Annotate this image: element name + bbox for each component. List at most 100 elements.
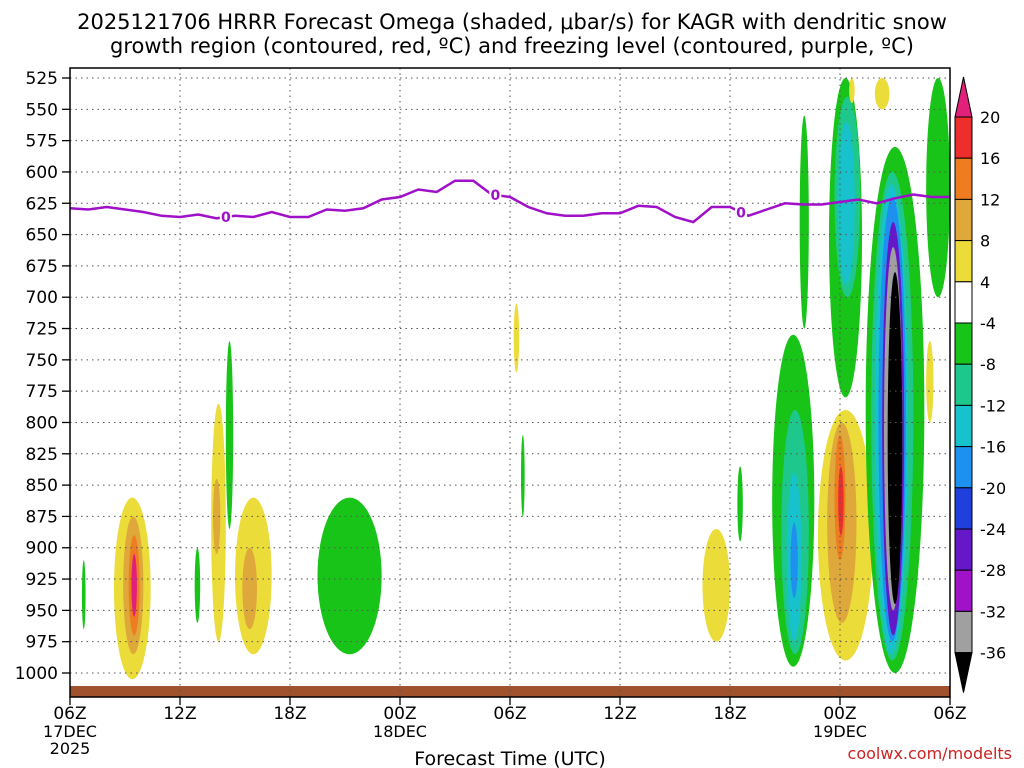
colorbar-segment [954,404,973,448]
pressure-tick-label: 725 [26,320,58,340]
time-tick-label: 00Z [383,704,416,724]
omega-region [887,272,903,605]
pressure-tick-label: 975 [26,633,58,653]
pressure-tick-label: 950 [26,601,58,621]
date-label: 17DEC [43,722,97,741]
omega-region [81,560,86,630]
colorbar-label: -28 [980,561,1006,580]
grid-lines [69,68,951,697]
colorbar-label: -16 [980,438,1006,457]
x-axis-label: Forecast Time (UTC) [414,748,605,768]
pressure-tick-label: 525 [26,69,58,89]
omega-region [874,78,890,110]
omega-region [213,478,221,554]
freezing-level-line [69,179,950,224]
colorbar: 20 16 12 8 4 -4 -8 -12 -16 -20 -24 -28 -32 -36 [954,76,1006,693]
colorbar-segment [954,281,973,324]
omega-region [521,435,525,517]
pressure-tick-label: 700 [26,288,58,308]
colorbar-segment [954,610,973,654]
pressure-tick-label: 900 [26,539,58,559]
pressure-tick-label: 825 [26,445,58,465]
omega-region [131,554,137,617]
colorbar-segment [954,76,973,118]
colorbar-label: -4 [980,314,996,333]
omega-region [849,78,855,104]
time-tick-label: 06Z [933,704,966,724]
time-tick-label: 12Z [603,704,636,724]
colorbar-label: -24 [980,520,1006,539]
omega-region [790,522,798,598]
omega-region [838,466,844,536]
time-tick-label: 18Z [713,704,746,724]
pressure-tick-label: 775 [26,382,58,402]
colorbar-segment [954,116,973,159]
credit-watermark: coolwx.com/modelts [848,744,1012,763]
freezing-level-label-bg [219,209,232,225]
omega-region [317,497,382,655]
freezing-level-label: 0 [736,205,746,221]
colorbar-segment [954,528,973,571]
omega-region [799,115,809,329]
pressure-tick-label: 850 [26,476,58,496]
freezing-level-label-bg [489,186,502,202]
colorbar-label: -20 [980,479,1006,498]
colorbar-segment [954,240,973,283]
pressure-tick-label: 1000 [15,664,58,684]
pressure-tick-label: 650 [26,226,58,246]
colorbar-segment [954,157,973,200]
colorbar-segment [954,446,973,489]
colorbar-segment [954,569,973,612]
omega-region [225,341,234,529]
pressure-tick-label: 675 [26,257,58,277]
pressure-tick-label: 800 [26,413,58,433]
omega-region [513,303,520,373]
omega-region [926,78,950,298]
colorbar-label: 20 [980,108,1000,127]
pressure-tick-label: 550 [26,100,58,120]
colorbar-label: 8 [980,232,990,251]
freezing-level-label: 0 [221,210,231,226]
omega-region [926,341,934,423]
colorbar-segment [954,322,973,365]
omega-region [242,547,257,630]
omega-region [194,547,201,623]
time-tick-label: 18Z [273,704,306,724]
time-tick-label: 00Z [823,704,856,724]
colorbar-segment [954,363,973,406]
colorbar-label: 16 [980,149,1000,168]
pressure-tick-label: 750 [26,351,58,371]
colorbar-segment [954,652,973,693]
freezing-level-label-bg [735,204,747,220]
colorbar-label: 12 [980,190,1000,209]
pressure-axis: 525 550 575 600 625 650 675 700 725 750 775 800 825 8… [15,69,70,684]
colorbar-label: -8 [980,355,996,374]
time-tick-label: 12Z [163,704,196,724]
colorbar-label: -36 [980,644,1006,663]
colorbar-label: -32 [980,602,1006,621]
date-label: 19DEC [813,722,867,741]
omega-region [702,528,730,642]
pressure-tick-label: 575 [26,132,58,152]
freezing-level-labels: 0 0 0 [219,186,747,226]
year-label: 2025 [50,739,91,758]
colorbar-label: 4 [980,273,990,292]
omega-shading [81,78,950,680]
pressure-tick-label: 625 [26,194,58,214]
pressure-tick-label: 875 [26,507,58,527]
chart-title-line-2: growth region (contoured, red, ºC) and f… [110,34,914,58]
time-tick-label: 06Z [493,704,526,724]
colorbar-segment [954,487,973,530]
colorbar-label: -12 [980,396,1006,415]
chart-title-line-1: 2025121706 HRRR Forecast Omega (shaded, … [77,10,947,34]
freezing-level-label: 0 [490,188,500,204]
omega-region [737,466,743,542]
colorbar-segment [954,198,973,242]
terrain-band [70,686,950,697]
time-tick-label: 06Z [53,704,86,724]
pressure-tick-label: 925 [26,570,58,590]
date-label: 18DEC [373,722,427,741]
pressure-tick-label: 600 [26,163,58,183]
